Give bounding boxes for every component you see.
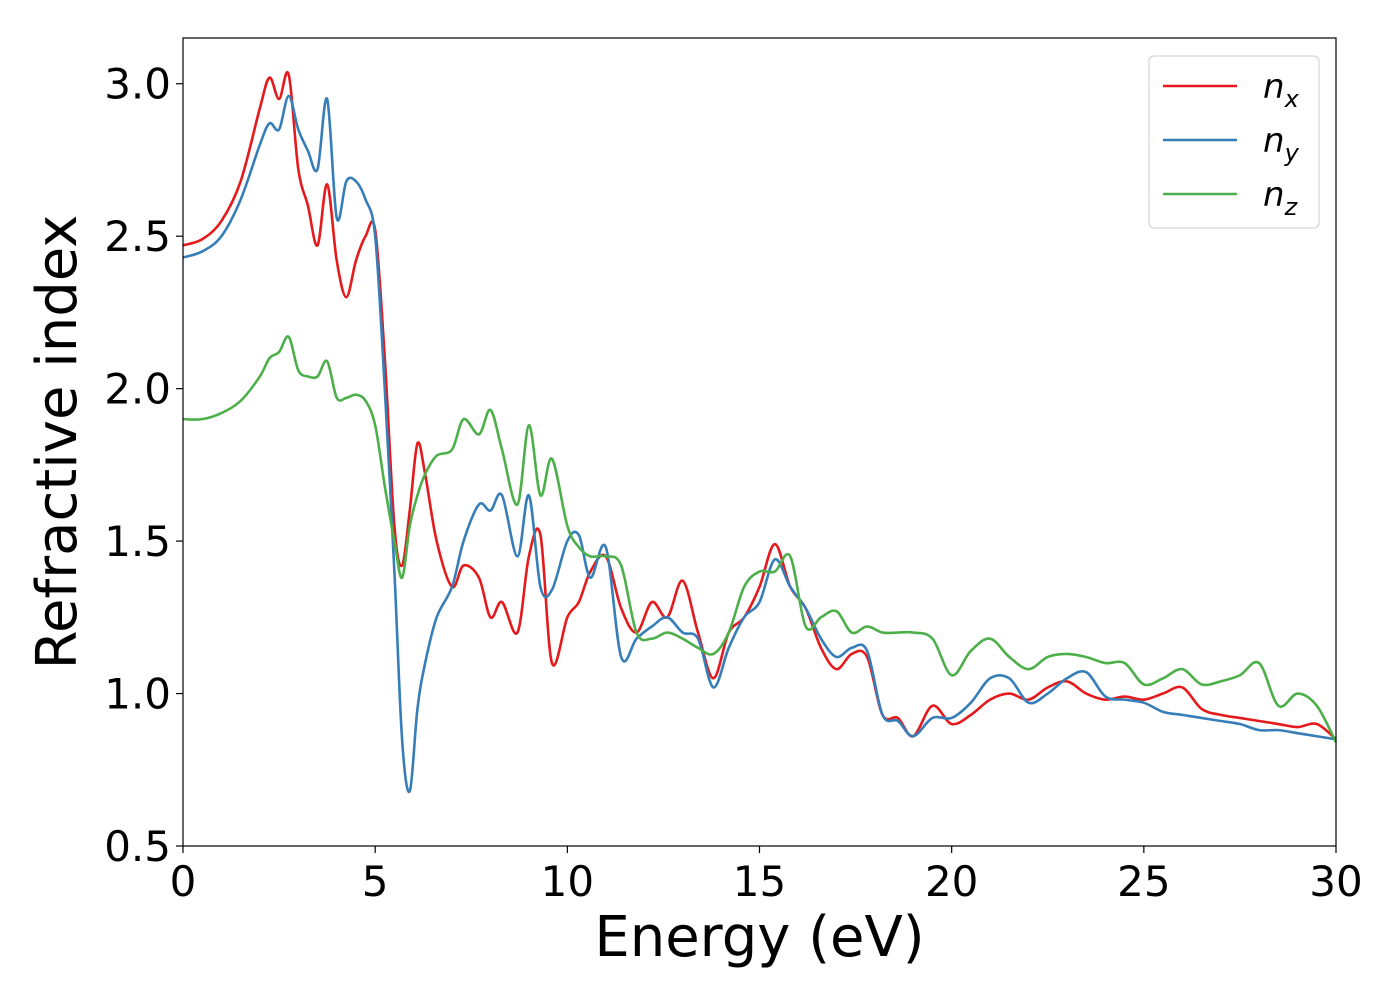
- y-tick-label: 2.5: [104, 212, 171, 261]
- y-tick-label: 2.0: [104, 365, 171, 414]
- legend: nx ny nz: [1148, 55, 1320, 229]
- x-tick-label: 0: [170, 857, 197, 906]
- y-axis-label: Refractive index: [25, 215, 90, 670]
- y-tick-label: 3.0: [104, 60, 171, 109]
- x-tick-label: 10: [541, 857, 594, 906]
- x-tick-label: 25: [1117, 857, 1170, 906]
- series-line-n-y: [182, 94, 1337, 794]
- y-tick-label: 0.5: [104, 822, 171, 871]
- series-layer: [182, 70, 1338, 794]
- legend-label-n-z: nz: [1263, 175, 1299, 221]
- x-tick-label: 5: [362, 857, 389, 906]
- y-tick-label: 1.5: [104, 517, 171, 566]
- x-tick-label: 30: [1309, 857, 1362, 906]
- legend-label-n-y: ny: [1263, 121, 1300, 167]
- x-tick-label: 20: [925, 857, 978, 906]
- legend-label-n-x: nx: [1263, 67, 1300, 113]
- series-line-n-z: [182, 335, 1338, 743]
- y-tick-label: 1.0: [104, 670, 171, 719]
- x-tick-label: 15: [733, 857, 786, 906]
- legend-box: [1148, 55, 1320, 229]
- x-axis-label: Energy (eV): [594, 905, 924, 970]
- axis-ticks: 0 5 10 15 20 25 30 0.5 1.0 1.5 2.0 2.5 3.0: [104, 60, 1363, 906]
